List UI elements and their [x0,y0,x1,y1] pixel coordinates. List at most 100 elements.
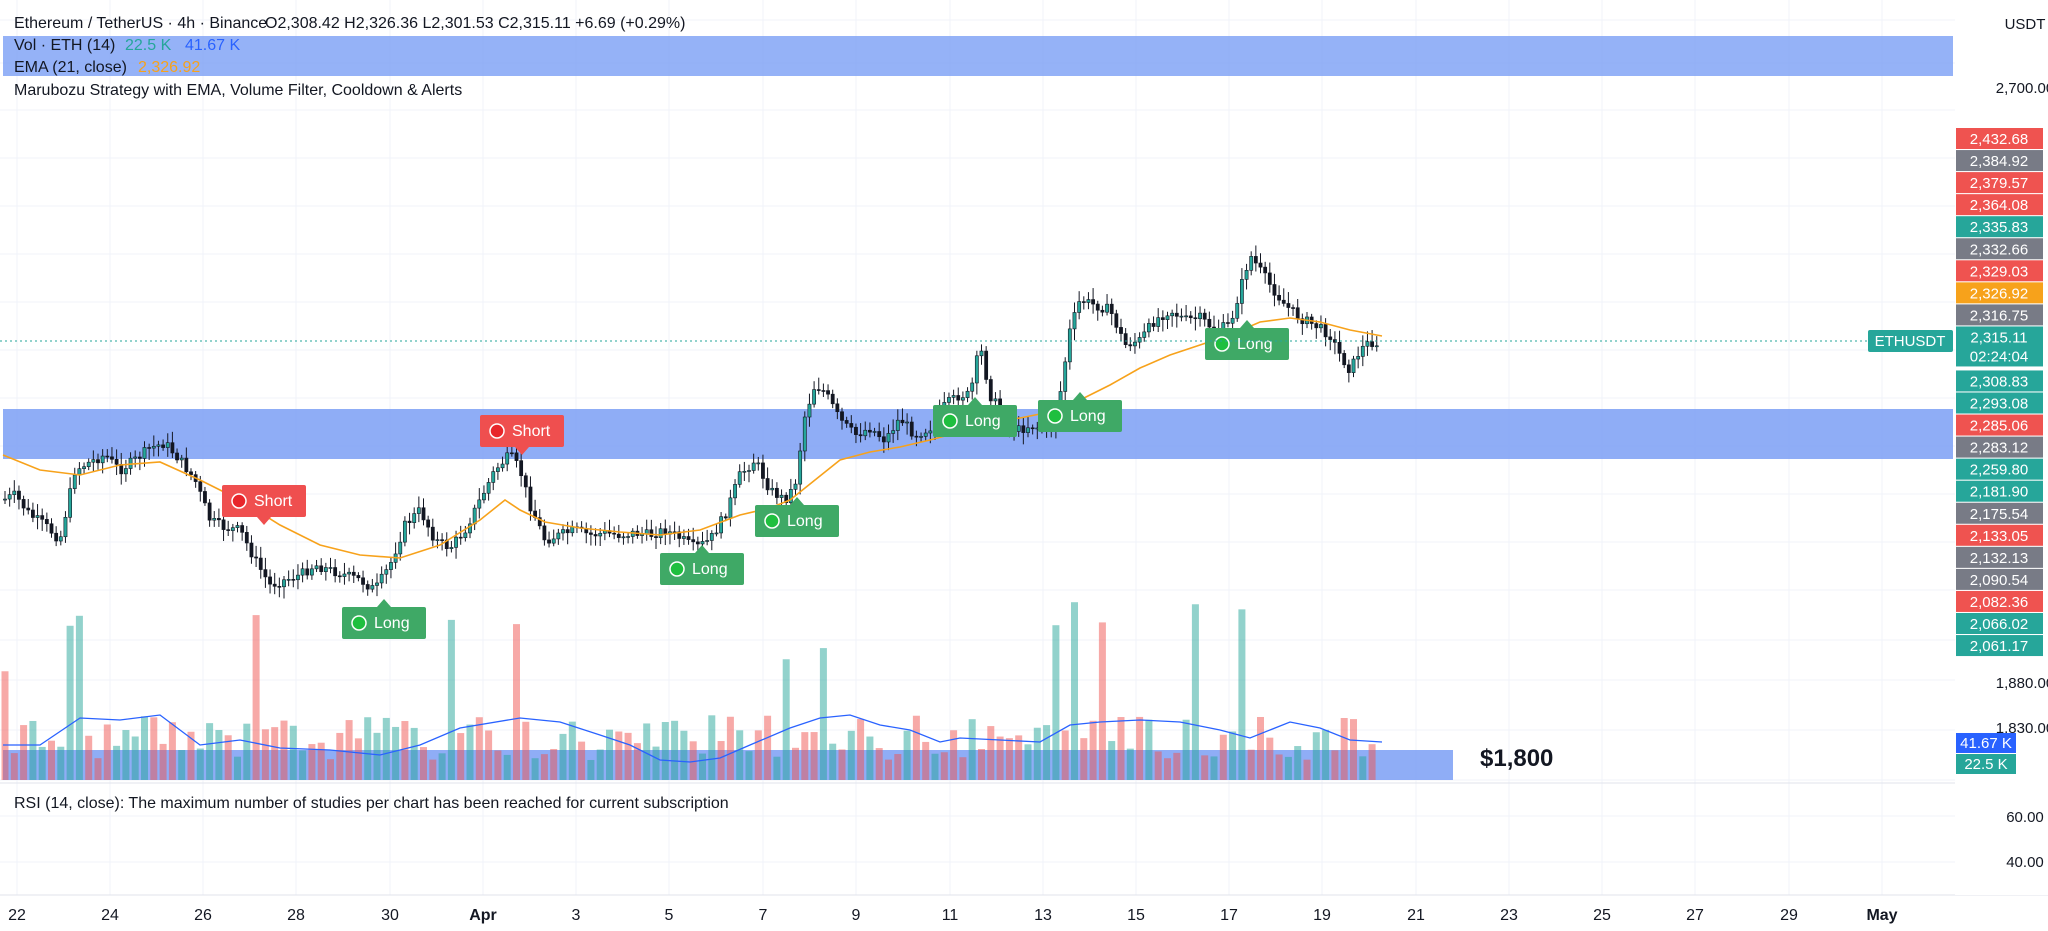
volume-bar [550,748,558,780]
volume-bar [847,730,855,780]
candle [626,532,631,544]
candle [440,533,445,551]
price-axis[interactable]: USDT 2,700.00 1,880.00 1,830.00 60.00 40.00 2,… [1868,0,2048,895]
candle [1123,328,1128,349]
volume-bar [196,748,204,780]
candle [54,526,59,547]
candle [812,381,817,408]
strategy-legend[interactable]: Marubozu Strategy with EMA, Volume Filte… [14,82,462,99]
volume-bar [1191,604,1199,780]
green-dot-icon [351,615,367,631]
volume-bar [578,741,586,780]
candle [379,566,384,589]
time-axis[interactable]: 22 24 26 28 30 Apr 3 5 7 9 11 13 15 17 19 21 23 25 27 29 May [8,907,1898,924]
volume-bar [392,726,400,780]
candle [830,389,835,409]
candle [658,523,663,545]
candle [347,567,352,582]
volume-bar [708,715,716,780]
time-tick: 7 [759,907,768,924]
candle [35,504,40,530]
svg-text:2,326.92: 2,326.92 [1970,285,2028,302]
candle [1374,336,1379,352]
symbol-title[interactable]: Ethereum / TetherUS · 4h · Binance [14,15,267,32]
candle [1314,320,1319,339]
volume-bar [559,733,567,780]
candle [1198,306,1202,327]
green-dot-icon [942,413,958,429]
candle [621,532,626,545]
volume-bar [48,740,55,780]
candle [477,488,482,519]
candle [1291,304,1295,316]
ema-legend[interactable]: EMA (21, close) [14,59,127,76]
short-signal-label[interactable]: Short [480,415,564,455]
candle [1100,305,1105,317]
candle [365,580,370,596]
long-signal-label[interactable]: Long [1205,320,1289,360]
volume-bar [29,720,37,780]
candle [909,416,914,440]
candle [1323,318,1328,347]
candle [1351,355,1356,378]
volume-bar [317,742,325,780]
volume-bar [959,757,967,780]
volume-bar [866,736,874,780]
time-tick: 27 [1686,907,1704,924]
volume-bar [885,759,892,780]
volume-bar [736,730,744,780]
long-signal-label[interactable]: Long [342,599,426,639]
svg-text:2,285.06: 2,285.06 [1970,418,2028,435]
volume-bar [1108,741,1116,780]
volume-bar [131,736,139,780]
long-signal-label[interactable]: Long [660,545,744,585]
volume-bar [224,735,232,780]
volume-bar [382,717,390,780]
price-label: 2,082.36 [1956,590,2043,612]
signal-text: Long [787,513,823,530]
long-signal-label[interactable]: Long [1038,392,1122,432]
candle [1286,292,1291,317]
svg-text:2,132.13: 2,132.13 [1970,550,2028,567]
volume-bar [1201,755,1209,780]
candle [984,346,989,384]
volume-bar [327,759,334,780]
price-annotation[interactable]: $1,800 [1480,745,1553,772]
candle [1063,357,1068,403]
volume-bar [1294,746,1302,780]
candle [1016,416,1021,437]
time-tick: 26 [194,907,212,924]
candle [1244,263,1249,290]
short-signal-label[interactable]: Short [222,485,306,525]
volume-bar [289,725,297,780]
candle [807,393,812,427]
volume-bar [234,756,241,780]
volume-bar [1229,731,1237,780]
rsi-legend-message[interactable]: RSI (14, close): The maximum number of s… [14,795,729,812]
time-tick: 19 [1313,907,1331,924]
currency-label[interactable]: USDT [2005,16,2046,33]
candle [756,456,761,471]
volume-bar [699,753,706,780]
candle [1258,253,1263,274]
candle [179,454,184,468]
price-tick: 1,880.00 [1996,675,2048,692]
candle [821,383,826,397]
volume-bar [168,722,176,780]
time-tick: 25 [1593,907,1611,924]
candle [863,421,868,441]
svg-text:2,432.68: 2,432.68 [1970,131,2028,148]
long-signal-label[interactable]: Long [755,497,839,537]
long-signal-label[interactable]: Long [933,397,1017,437]
candle [333,559,338,583]
volume-bar [1126,748,1134,780]
svg-text:2,364.08: 2,364.08 [1970,197,2028,214]
time-tick: 3 [572,907,581,924]
volume-bar [299,750,307,780]
svg-text:2,061.17: 2,061.17 [1970,638,2028,655]
volume-legend[interactable]: Vol · ETH (14) [14,37,115,54]
volume-bar [1024,744,1032,780]
volume-bar [401,721,409,780]
volume-bar [643,723,651,780]
